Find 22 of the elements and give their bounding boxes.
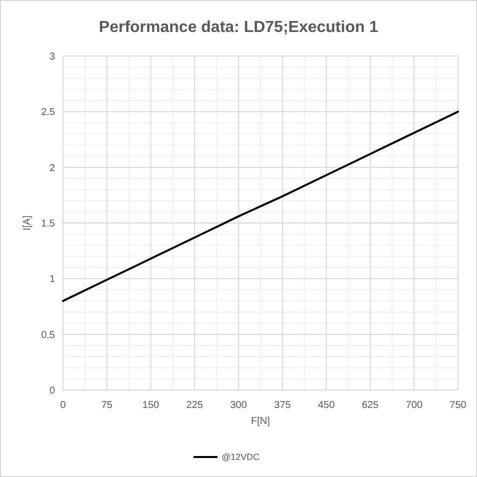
- x-tick-label: 150: [142, 400, 160, 411]
- y-tick-label: 3: [49, 52, 56, 62]
- y-tick-label: 0: [49, 386, 56, 396]
- x-tick-label: 625: [362, 400, 379, 411]
- x-tick-label: 450: [318, 400, 336, 411]
- x-tick-label: 750: [450, 400, 467, 411]
- line-series: [62, 110, 459, 302]
- y-axis-title: I[A]: [22, 215, 33, 231]
- x-tick-label: 700: [406, 400, 423, 411]
- y-tick-label: 1: [49, 274, 56, 286]
- y-tick-label: 2.5: [41, 107, 56, 118]
- y-tick-label: 0.5: [41, 330, 56, 341]
- y-tick-label: 1.5: [41, 218, 56, 230]
- x-tick-label: 300: [230, 400, 248, 411]
- x-tick-label: 225: [186, 400, 204, 411]
- x-tick-label: 75: [101, 400, 113, 411]
- chart-title: Performance data: LD75;Execution 1: [98, 19, 378, 36]
- x-tick-label: 0: [60, 400, 66, 411]
- x-axis-title: F[N]: [251, 416, 270, 427]
- x-tick-label: 375: [274, 400, 292, 411]
- legend-label: @12VDC: [222, 452, 260, 462]
- y-tick-label: 2: [49, 162, 56, 174]
